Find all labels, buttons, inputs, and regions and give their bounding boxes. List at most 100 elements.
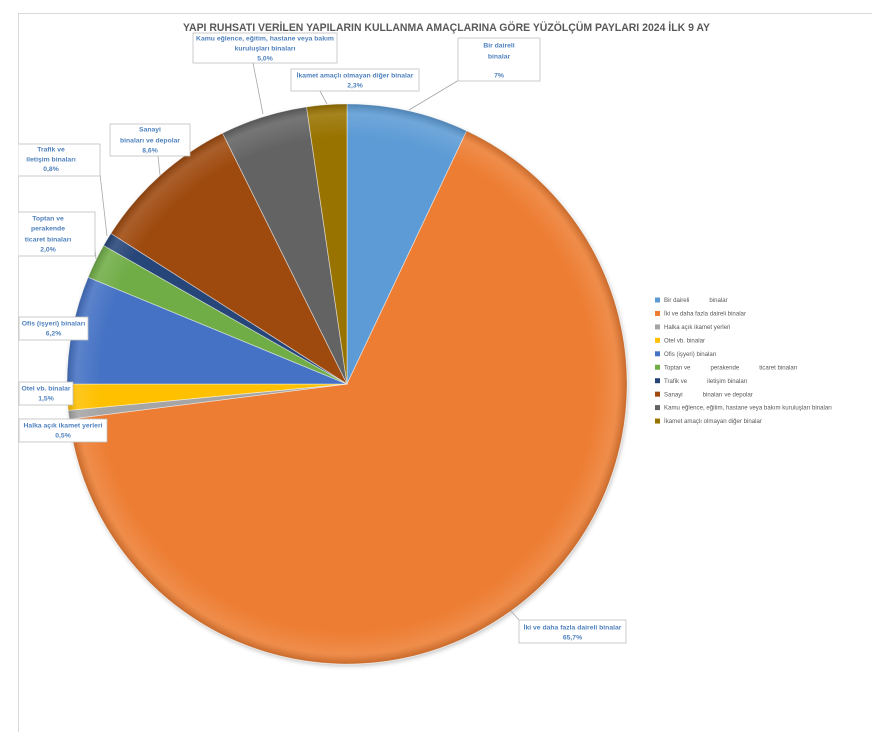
legend-label: İki ve daha fazla daireli binalar	[664, 311, 746, 318]
data-label-box	[18, 381, 74, 406]
leader-line-multi-dwelling	[510, 610, 521, 622]
data-label-value: 2,0%	[40, 247, 56, 254]
data-label-category: Halka açık ikamet yerleri	[24, 423, 103, 430]
legend-label-part: Sanayi	[664, 391, 683, 398]
legend-swatch	[655, 297, 660, 303]
legend-label: Toptan ve perakende ticaret binaları	[664, 364, 798, 371]
legend-label-part: perakende	[710, 364, 739, 371]
legend-item-multi-dwelling: İki ve daha fazla daireli binalar	[655, 311, 746, 318]
data-label-industry-warehouse: Sanayi binaları ve depolar 8,6%	[109, 123, 191, 157]
legend-swatch	[655, 324, 660, 330]
data-label-value: 65,7%	[563, 635, 582, 642]
data-label-hotel: Otel vb. binalar 1,5%	[18, 381, 74, 406]
legend-label-part: Toptan ve	[664, 364, 691, 371]
legend-label: Bir daireli binalar	[664, 297, 728, 304]
legend-swatch	[655, 310, 660, 316]
data-label-wholesale-retail: Toptan ve perakende ticaret binaları 2,0%	[18, 211, 96, 257]
legend-item-hotel: Otel vb. binalar	[655, 337, 705, 344]
legend-label: İkamet amaçlı olmayan diğer binalar	[664, 418, 762, 425]
data-labels: Bir daireli binalar 7% İki ve daha fazla da…	[18, 32, 627, 644]
legend-swatch	[655, 418, 660, 424]
legend-label: Sanayi binaları ve depolar	[664, 391, 753, 398]
leader-line-other-non-residential	[319, 90, 328, 105]
data-label-value: 0,5%	[55, 433, 71, 440]
data-label-public-residence: Halka açık ikamet yerleri 0,5%	[18, 418, 108, 443]
data-label-category: Kamu eğlence, eğitim, hastane veya bakım	[196, 36, 334, 43]
chart-title: YAPI RUHSATI VERİLEN YAPILARIN KULLANMA …	[183, 21, 711, 34]
data-label-box	[18, 418, 108, 443]
data-label-other-non-residential: İkamet amaçlı olmayan diğer binalar 2,3%	[290, 68, 420, 92]
data-label-value: 1,5%	[38, 396, 54, 403]
data-label-value: 7%	[494, 73, 504, 80]
data-label-category: Otel vb. binalar	[21, 386, 70, 393]
data-label-value: 8,6%	[142, 148, 158, 155]
data-label-category: iletişim binaları	[26, 157, 76, 164]
legend-item-office: Ofis (işyeri) binaları	[655, 351, 717, 358]
data-label-value: 0,8%	[43, 166, 59, 173]
legend-label: Trafik ve iletişim binaları	[664, 378, 748, 385]
data-label-traffic-communication: Trafik ve iletişim binaları 0,8%	[18, 143, 101, 177]
data-label-box	[192, 32, 338, 64]
legend-item-single-dwelling: Bir daireli binalar	[655, 297, 728, 304]
legend-item-wholesale-retail: Toptan ve perakende ticaret binaları	[655, 364, 798, 371]
legend-item-other-non-residential: İkamet amaçlı olmayan diğer binalar	[655, 418, 762, 425]
data-label-category: Toptan ve	[32, 216, 64, 223]
data-label-category: Bir daireli	[483, 43, 514, 50]
legend-label-part: İkamet amaçlı olmayan diğer binalar	[664, 418, 762, 425]
legend-label-part: Bir daireli	[664, 297, 689, 304]
pie-slices	[66, 103, 628, 665]
data-label-value: 2,3%	[347, 83, 363, 90]
data-label-category: kuruluşları binaları	[235, 46, 296, 53]
legend-swatch	[655, 378, 660, 384]
leader-line-public-services	[252, 62, 264, 115]
data-label-box	[290, 68, 420, 92]
legend-swatch	[655, 364, 660, 370]
legend-item-public-residence: Halka açık ikamet yerleri	[655, 324, 730, 331]
legend-item-public-services: Kamu eğlence, eğitim, hastane veya bakım…	[655, 405, 832, 412]
legend-swatch	[655, 391, 660, 397]
legend-label: Otel vb. binalar	[664, 337, 705, 344]
legend-label-part: binaları ve depolar	[703, 391, 753, 398]
legend-label-part: binalar	[709, 297, 727, 304]
leader-line-public-residence	[68, 414, 71, 420]
legend-label-part: Trafik ve	[664, 378, 688, 385]
data-label-box	[109, 123, 191, 157]
data-label-box	[18, 316, 89, 341]
legend-label: Kamu eğlence, eğitim, hastane veya bakım…	[664, 405, 832, 412]
leader-line-industry-warehouse	[157, 155, 161, 176]
data-label-public-services: Kamu eğlence, eğitim, hastane veya bakım…	[192, 32, 338, 64]
data-label-office: Ofis (işyeri) binaları 6,2%	[18, 316, 89, 341]
data-label-category: perakende	[31, 226, 65, 233]
data-label-category: binalar	[488, 54, 511, 61]
data-label-box	[518, 619, 627, 644]
leader-line-single-dwelling	[408, 79, 460, 111]
data-label-box	[18, 211, 96, 257]
leader-line-traffic-communication	[99, 173, 108, 237]
data-label-single-dwelling: Bir daireli binalar 7%	[457, 37, 541, 82]
legend-swatch	[655, 337, 660, 343]
legend-label: Ofis (işyeri) binaları	[664, 351, 717, 358]
data-label-category: Trafik ve	[37, 147, 65, 154]
plot-area: Bir daireli binalar 7% İki ve daha fazla da…	[18, 32, 628, 665]
data-label-category: Sanayi	[139, 127, 161, 134]
legend-label-part: Ofis (işyeri) binaları	[664, 351, 717, 358]
legend-label-part: Otel vb. binalar	[664, 337, 705, 344]
legend-label-part: Kamu eğlence, eğitim, hastane veya bakım…	[664, 405, 832, 412]
data-label-value: 5,0%	[257, 56, 273, 63]
chart-area-border	[18, 13, 872, 732]
data-label-category: Ofis (işyeri) binaları	[22, 321, 86, 328]
data-label-box	[457, 37, 541, 82]
legend-label-part: ticaret binaları	[759, 364, 798, 371]
legend-item-industry-warehouse: Sanayi binaları ve depolar	[655, 391, 753, 398]
legend: Bir daireli binalar İki ve daha fazla dair…	[655, 297, 832, 425]
data-label-category: İki ve daha fazla daireli binalar	[524, 624, 622, 632]
data-label-box	[18, 143, 101, 177]
legend-label: Halka açık ikamet yerleri	[664, 324, 730, 331]
legend-swatch	[655, 351, 660, 357]
data-label-category: İkamet amaçlı olmayan diğer binalar	[297, 72, 414, 80]
legend-swatch	[655, 405, 660, 411]
legend-item-traffic-communication: Trafik ve iletişim binaları	[655, 378, 748, 385]
legend-label-part: İki ve daha fazla daireli binalar	[664, 311, 746, 318]
legend-label-part: iletişim binaları	[707, 378, 748, 385]
